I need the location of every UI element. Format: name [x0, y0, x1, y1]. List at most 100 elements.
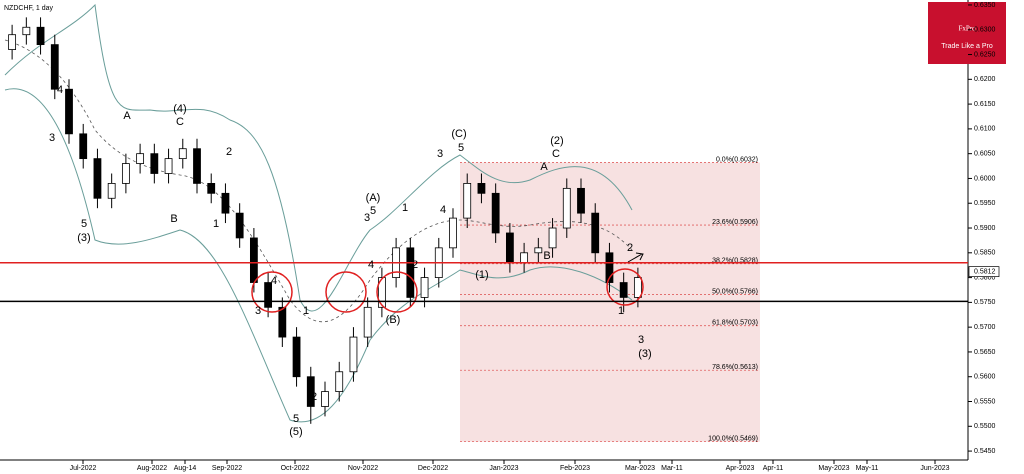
- x-tick-label: Apr-11: [763, 465, 784, 472]
- logo-tagline: Trade Like a Pro: [941, 43, 993, 50]
- candle-body: [605, 252, 614, 283]
- candle-body: [306, 376, 315, 407]
- candle-body: [65, 88, 73, 135]
- y-tick-label: 0.5800: [974, 274, 996, 281]
- candle-body: [449, 217, 457, 249]
- wave-label: C: [552, 148, 560, 160]
- lower-band: [4, 88, 633, 423]
- candle-body: [36, 26, 45, 46]
- y-tick-label: 0.6350: [974, 2, 996, 9]
- y-tick-label: 0.5700: [974, 324, 996, 331]
- y-tick-label: 0.5650: [974, 349, 996, 356]
- candle-body: [164, 158, 173, 174]
- y-tick-label: 0.6300: [974, 27, 996, 34]
- circle: [251, 271, 293, 313]
- wave-label: 2: [627, 242, 633, 254]
- wave-label: 5: [81, 218, 87, 230]
- x-tick-label: Oct-2022: [281, 465, 310, 472]
- chart-title: NZDCHF, 1 day: [4, 5, 54, 12]
- wave-label: 4: [57, 84, 63, 96]
- candle-body: [619, 282, 628, 298]
- circle: [325, 271, 367, 313]
- wave-label: 2: [311, 391, 317, 403]
- wave-label: 3: [364, 212, 370, 224]
- candle-body: [591, 212, 600, 254]
- wave-label: 5: [458, 142, 464, 154]
- candle-body: [235, 212, 244, 239]
- candle-body: [178, 148, 187, 160]
- wave-label: 3: [437, 148, 443, 160]
- candle-body: [221, 192, 230, 214]
- candle-body: [50, 44, 59, 90]
- fib-label: 23.6%(0.5906): [712, 219, 758, 226]
- candle-body: [79, 133, 88, 160]
- candle-body: [406, 247, 415, 298]
- y-tick-label: 0.5900: [974, 225, 996, 232]
- wave-label: (3): [77, 232, 90, 244]
- logo-brand: FxPro: [958, 25, 976, 33]
- wave-label: B: [543, 250, 550, 262]
- projection-arrow: [627, 252, 644, 263]
- wave-label: 3: [49, 132, 55, 144]
- wave-label: 2: [226, 146, 232, 158]
- circle: [376, 271, 418, 313]
- y-tick-label: 0.5600: [974, 374, 996, 381]
- candle-body: [349, 336, 358, 373]
- wave-label: 3: [255, 305, 261, 317]
- y-tick-label: 0.6250: [974, 51, 996, 58]
- x-tick-label: Jun-2023: [920, 465, 949, 472]
- fib-label: 100.0%(0.5469): [708, 436, 758, 443]
- y-tick-label: 0.6100: [974, 126, 996, 133]
- circle: [606, 268, 644, 306]
- candle-body: [335, 371, 344, 392]
- wave-label: 4: [368, 259, 374, 271]
- candle-body: [207, 183, 216, 194]
- wave-label: B: [170, 213, 177, 225]
- y-tick-label: 0.6200: [974, 76, 996, 83]
- wave-label: 1: [303, 305, 309, 317]
- wave-label: A: [123, 110, 131, 122]
- y-tick-label: 0.5750: [974, 299, 996, 306]
- fib-label: 78.6%(0.5613): [712, 364, 758, 371]
- logo: [928, 2, 1006, 64]
- x-tick-label: Nov-2022: [348, 465, 378, 472]
- candle-body: [477, 183, 486, 194]
- wave-label: (1): [475, 269, 488, 281]
- candle-body: [420, 277, 429, 298]
- candles: [8, 17, 642, 424]
- x-tick-label: Aug-2022: [137, 465, 167, 472]
- x-tick-label: Apr-2023: [726, 465, 755, 472]
- candle-body: [278, 306, 287, 338]
- fib-label: 50.0%(0.5766): [712, 288, 758, 295]
- x-tick-label: May-11: [856, 465, 879, 472]
- candle-body: [249, 237, 258, 283]
- wave-label: 3: [638, 334, 644, 346]
- candle-body: [505, 232, 514, 264]
- wave-label: 1: [618, 305, 624, 317]
- fib-label: 61.8%(0.5703): [712, 320, 758, 327]
- candle-body: [321, 391, 329, 407]
- x-tick-label: Mar-11: [661, 465, 683, 472]
- wave-label: 4: [271, 275, 277, 287]
- candle-body: [577, 187, 585, 214]
- y-tick-label: 0.5950: [974, 200, 996, 207]
- candle-body: [562, 187, 571, 229]
- wave-label: 2: [412, 259, 418, 271]
- middle-band: [4, 39, 633, 323]
- wave-label: 5: [293, 413, 299, 425]
- candle-body: [633, 277, 642, 298]
- candle-body: [548, 227, 557, 249]
- wave-label: 1: [213, 218, 219, 230]
- wave-label: 1: [402, 202, 408, 214]
- wave-label: (3): [638, 348, 651, 360]
- wave-label: (5): [289, 426, 302, 438]
- x-tick-label: Mar-2023: [625, 465, 655, 472]
- x-tick-label: Jul-2022: [70, 465, 97, 472]
- candle-body: [107, 183, 116, 199]
- x-tick-label: Jan-2023: [489, 465, 518, 472]
- candle-body: [193, 148, 201, 184]
- circles: [251, 268, 644, 313]
- upper-band: [4, 3, 633, 312]
- y-tick-label: 0.6000: [974, 175, 996, 182]
- x-tick-label: May-2023: [818, 465, 849, 472]
